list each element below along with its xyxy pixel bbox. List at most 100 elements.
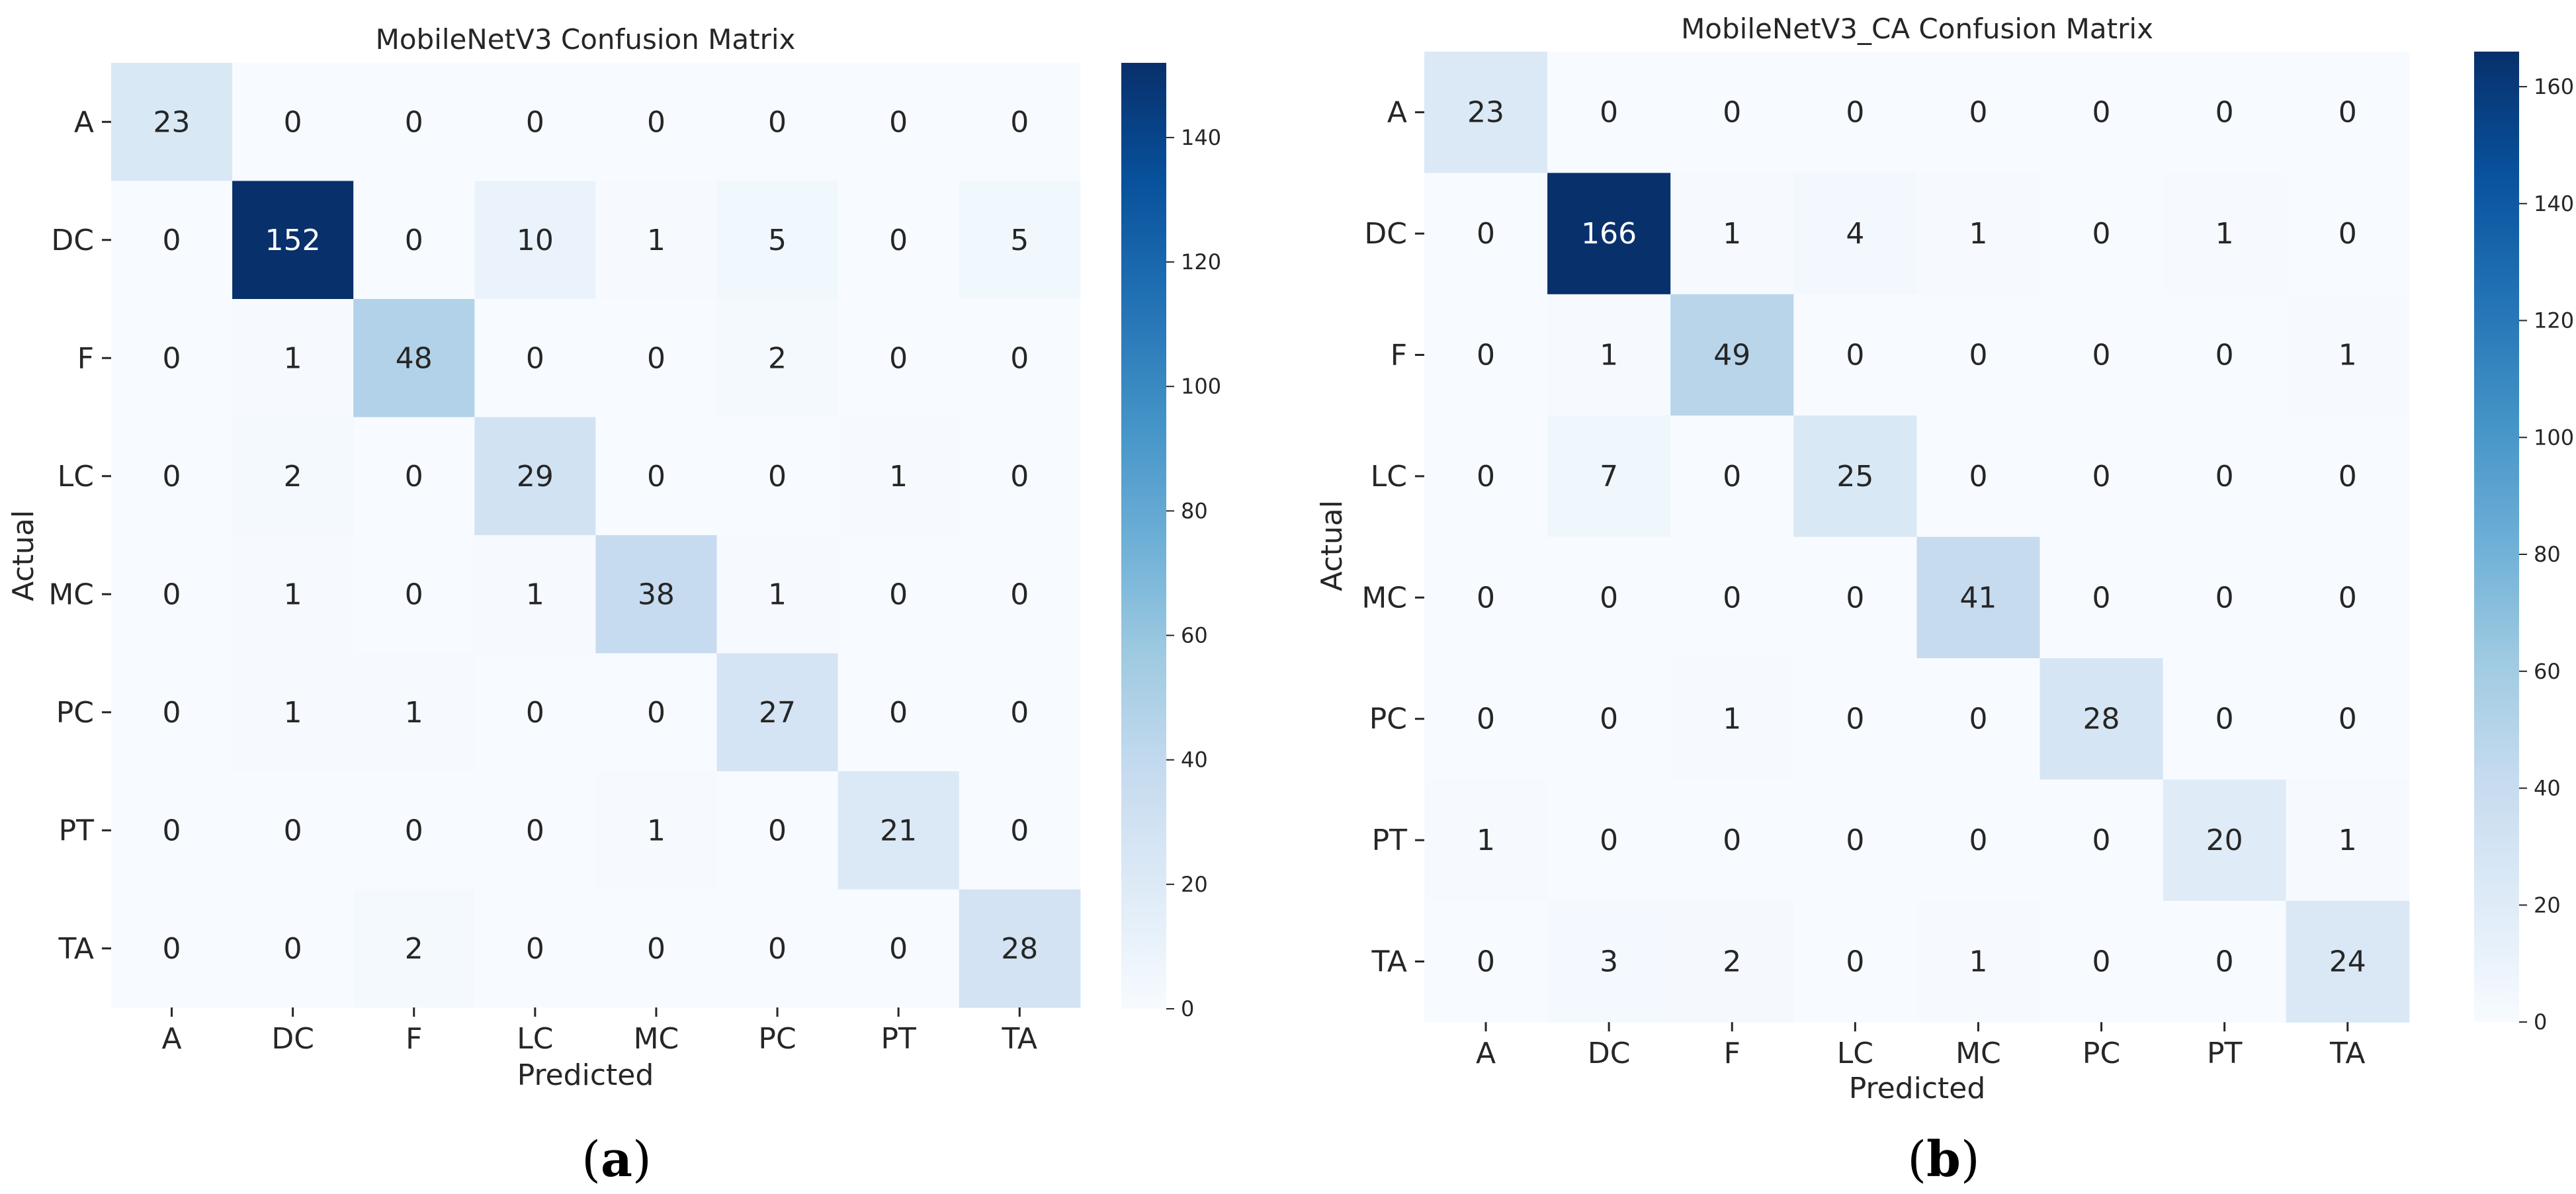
cell-value-label: 0 [2215, 339, 2234, 372]
cell-value-label: 0 [405, 814, 423, 847]
heatmap-cell [353, 535, 475, 654]
x-tick-label: DC [1588, 1037, 1631, 1070]
heatmap-cell [716, 299, 839, 418]
cell-value-label: 1 [284, 577, 302, 611]
y-tick-label: F [1391, 339, 1407, 372]
heatmap-cells: 23 0 0 0 0 0 0 00 152 0 10 1 5 0 50 1 48 0 0 2 0 00 2 0 29 0 0 1 00 1… [111, 63, 1081, 1008]
heatmap-cell [1547, 779, 1671, 902]
heatmap-cell [595, 299, 718, 418]
panel-caption-b: (b) [1907, 1131, 1980, 1188]
heatmap-cell [1916, 536, 2041, 659]
heatmap-cell [716, 63, 839, 182]
heatmap-cell [232, 63, 354, 182]
heatmap-cell [111, 63, 233, 182]
heatmap-cell [959, 417, 1081, 536]
heatmap-cell [716, 417, 839, 536]
heatmap-cell [111, 535, 233, 654]
y-tick-labels: A DC F LC MC PC PT TA [1361, 96, 1424, 979]
cell-value-label: 0 [1969, 824, 1987, 857]
cell-value-label: 0 [163, 341, 181, 375]
cell-value-label: 24 [2329, 945, 2366, 979]
cell-value-label: 0 [163, 814, 181, 847]
y-tick-label: A [1387, 96, 1407, 130]
heatmap-cell [837, 771, 960, 890]
heatmap-cell [837, 63, 960, 182]
colorbar-tick-label: 100 [2534, 425, 2574, 450]
heatmap-cell [2163, 294, 2287, 416]
heatmap-cell [1670, 779, 1794, 902]
y-tick-label: PC [56, 696, 94, 730]
heatmap-cell [111, 181, 233, 300]
cell-value-label: 29 [517, 460, 554, 493]
cell-value-label: 0 [1969, 339, 1987, 372]
colorbar-tick-label: 20 [1181, 872, 1208, 897]
cell-value-label: 1 [284, 341, 302, 375]
heatmap-cell [1424, 294, 1548, 416]
cell-value-label: 0 [647, 105, 665, 139]
heatmap-cell [2163, 173, 2287, 295]
colorbar [1121, 63, 1166, 1009]
heatmap-cell [716, 535, 839, 654]
cell-value-label: 1 [284, 696, 302, 730]
heatmap-cell [1916, 52, 2041, 173]
cell-value-label: 0 [1477, 339, 1495, 372]
heatmap-cell [837, 417, 960, 536]
cell-value-label: 0 [163, 577, 181, 611]
cell-value-label: 0 [889, 341, 908, 375]
heatmap-cell [959, 299, 1081, 418]
x-tick-label: LC [1837, 1037, 1873, 1070]
y-tick-label: LC [58, 460, 94, 493]
heatmap-cell [1547, 52, 1671, 173]
cell-value-label: 0 [1846, 945, 1864, 979]
cell-value-label: 0 [1600, 703, 1618, 736]
heatmap-cell [1424, 658, 1548, 780]
cell-value-label: 0 [405, 577, 423, 611]
cell-value-label: 0 [405, 460, 423, 493]
colorbar-tick-label: 0 [2534, 1009, 2547, 1035]
cell-value-label: 0 [2092, 581, 2111, 615]
cell-value-label: 7 [1600, 460, 1618, 493]
colorbar-ticks: 0 20 40 60 80 100 120 140 [1166, 125, 1221, 1021]
cell-value-label: 0 [1846, 703, 1864, 736]
heatmap-cell [232, 889, 354, 1008]
cell-value-label: 28 [1001, 932, 1038, 966]
heatmap-cell [837, 535, 960, 654]
colorbar-tick-label: 140 [1181, 125, 1221, 150]
cell-value-label: 1 [768, 577, 787, 611]
cell-value-label: 166 [1581, 217, 1637, 251]
heatmap-cell [2039, 294, 2164, 416]
heatmap-cell [1793, 52, 1917, 173]
heatmap-cell [2039, 658, 2164, 780]
cell-value-label: 0 [2092, 945, 2111, 979]
heatmap-cell [1793, 294, 1917, 416]
cell-value-label: 0 [526, 341, 544, 375]
heatmap-cell [353, 771, 475, 890]
y-axis-label: Actual [1315, 500, 1349, 591]
cell-value-label: 0 [163, 932, 181, 966]
heatmap-cell [595, 653, 718, 772]
heatmap-cell [1424, 173, 1548, 295]
heatmap-cell [1916, 173, 2041, 295]
y-tick-label: DC [1364, 217, 1407, 251]
cell-value-label: 0 [2092, 96, 2111, 130]
x-tick-label: F [406, 1022, 422, 1056]
heatmap-cell [716, 771, 839, 890]
heatmap-cell [111, 417, 233, 536]
x-tick-label: DC [271, 1022, 314, 1056]
heatmap-cell [1670, 658, 1794, 780]
x-tick-label: TA [1001, 1022, 1037, 1056]
heatmap-cell [1793, 173, 1917, 295]
heatmap-cell [1547, 415, 1671, 538]
heatmap-cell [2163, 658, 2287, 780]
cell-value-label: 0 [526, 105, 544, 139]
cell-value-label: 0 [1477, 703, 1495, 736]
cell-value-label: 2 [768, 341, 787, 375]
chart-title: MobileNetV3_CA Confusion Matrix [1681, 13, 2153, 45]
cell-value-label: 0 [768, 814, 787, 847]
cell-value-label: 0 [2339, 96, 2357, 130]
heatmap-cell [2163, 52, 2287, 173]
chart-title: MobileNetV3 Confusion Matrix [376, 23, 796, 56]
cell-value-label: 0 [526, 696, 544, 730]
heatmap-cell [837, 653, 960, 772]
heatmap-cell [2039, 52, 2164, 173]
